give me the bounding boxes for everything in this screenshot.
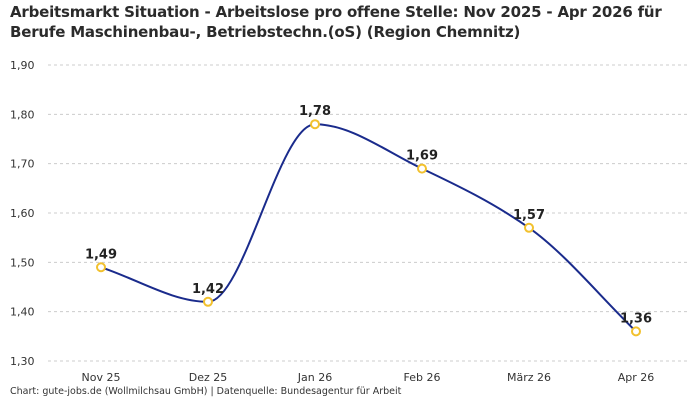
data-labels: 1,49 1,42 1,78 1,69 1,57 1,36 xyxy=(85,104,652,326)
series-line-group xyxy=(100,123,637,333)
y-axis-tick-labels: 1,30 1,40 1,50 1,60 1,70 1,80 1,90 xyxy=(10,59,35,368)
gridlines xyxy=(48,64,690,362)
data-label: 1,57 xyxy=(513,208,545,223)
x-tick-label: Jan 26 xyxy=(297,371,332,384)
chart-title: Arbeitsmarkt Situation - Arbeitslose pro… xyxy=(10,2,690,42)
chart-title-line-2: Berufe Maschinenbau-, Betriebstechn.(oS)… xyxy=(10,23,521,41)
data-point xyxy=(631,326,641,337)
data-label: 1,69 xyxy=(406,149,438,164)
data-point xyxy=(524,222,534,233)
data-point xyxy=(203,296,213,307)
data-label: 1,49 xyxy=(85,247,117,262)
chart-title-line-1: Arbeitsmarkt Situation - Arbeitslose pro… xyxy=(10,3,662,21)
x-tick-label: Nov 25 xyxy=(82,371,121,384)
y-tick-label: 1,70 xyxy=(10,158,35,171)
chart-source-note: Chart: gute-jobs.de (Wollmilchsau GmbH) … xyxy=(10,386,402,397)
data-label: 1,42 xyxy=(192,282,224,297)
data-points xyxy=(96,119,641,337)
x-tick-label: Apr 26 xyxy=(618,371,655,384)
series-line xyxy=(100,123,637,333)
data-point xyxy=(96,262,106,273)
y-tick-label: 1,40 xyxy=(10,306,35,319)
y-tick-label: 1,90 xyxy=(10,59,35,72)
x-tick-label: Feb 26 xyxy=(404,371,441,384)
y-tick-label: 1,80 xyxy=(10,108,35,121)
y-tick-label: 1,30 xyxy=(10,355,35,368)
data-point xyxy=(310,119,320,130)
y-tick-label: 1,60 xyxy=(10,207,35,220)
x-tick-label: Dez 25 xyxy=(189,371,228,384)
data-point xyxy=(417,163,427,174)
x-tick-label: März 26 xyxy=(507,371,551,384)
data-label: 1,78 xyxy=(299,104,331,119)
y-tick-label: 1,50 xyxy=(10,256,35,269)
data-label: 1,36 xyxy=(620,311,652,326)
x-axis-tick-labels: Nov 25 Dez 25 Jan 26 Feb 26 März 26 Apr 26 xyxy=(82,371,655,384)
